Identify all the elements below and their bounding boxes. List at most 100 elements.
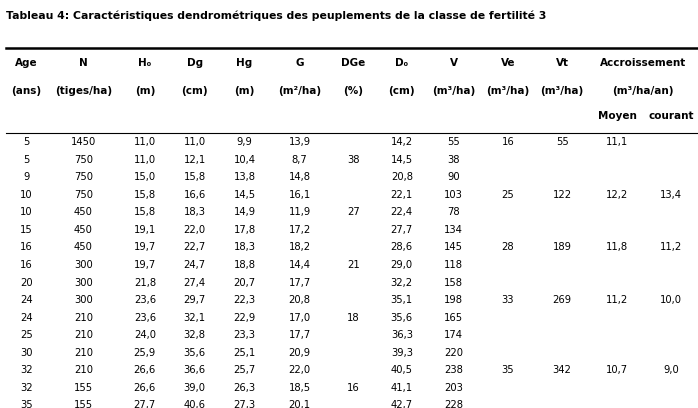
Text: 25: 25: [20, 330, 33, 340]
Text: 269: 269: [553, 295, 572, 305]
Text: 25,9: 25,9: [134, 348, 156, 358]
Text: 20,8: 20,8: [391, 172, 413, 182]
Text: 32: 32: [20, 365, 33, 375]
Text: 27: 27: [347, 207, 359, 217]
Text: 9,0: 9,0: [663, 365, 678, 375]
Text: G: G: [295, 58, 304, 68]
Text: 220: 220: [445, 348, 463, 358]
Text: 165: 165: [444, 313, 463, 323]
Text: 203: 203: [445, 383, 463, 393]
Text: (m³/ha): (m³/ha): [540, 86, 584, 95]
Text: 26,3: 26,3: [233, 383, 255, 393]
Text: 118: 118: [445, 260, 463, 270]
Text: 90: 90: [447, 172, 460, 182]
Text: 55: 55: [447, 137, 460, 147]
Text: 39,3: 39,3: [391, 348, 413, 358]
Text: 9: 9: [23, 172, 29, 182]
Text: 17,7: 17,7: [288, 330, 311, 340]
Text: 28: 28: [502, 242, 514, 253]
Text: 33: 33: [502, 295, 514, 305]
Text: 228: 228: [445, 400, 463, 408]
Text: Vt: Vt: [556, 58, 569, 68]
Text: Tableau 4: Caractéristiques dendrométriques des peuplements de la classe de fert: Tableau 4: Caractéristiques dendrométriq…: [6, 11, 546, 21]
Text: 10,4: 10,4: [234, 155, 255, 165]
Text: N: N: [79, 58, 88, 68]
Text: 17,7: 17,7: [288, 277, 311, 288]
Text: 32,2: 32,2: [391, 277, 413, 288]
Text: 18,3: 18,3: [184, 207, 206, 217]
Text: 22,7: 22,7: [184, 242, 206, 253]
Text: 238: 238: [445, 365, 463, 375]
Text: 210: 210: [74, 365, 93, 375]
Text: 342: 342: [553, 365, 572, 375]
Text: (m³/ha): (m³/ha): [432, 86, 475, 95]
Text: 13,4: 13,4: [660, 190, 682, 200]
Text: 14,8: 14,8: [288, 172, 311, 182]
Text: (%): (%): [343, 86, 363, 95]
Text: 1450: 1450: [70, 137, 96, 147]
Text: 5: 5: [23, 137, 29, 147]
Text: 22,1: 22,1: [391, 190, 413, 200]
Text: 16: 16: [347, 383, 359, 393]
Text: 20,9: 20,9: [288, 348, 311, 358]
Text: 18,8: 18,8: [234, 260, 255, 270]
Text: 16,1: 16,1: [288, 190, 311, 200]
Text: 42,7: 42,7: [391, 400, 413, 408]
Text: 11,2: 11,2: [660, 242, 682, 253]
Text: 19,7: 19,7: [134, 260, 156, 270]
Text: 14,2: 14,2: [391, 137, 413, 147]
Text: 174: 174: [445, 330, 463, 340]
Text: 22,4: 22,4: [391, 207, 413, 217]
Text: 32: 32: [20, 383, 33, 393]
Text: courant: courant: [648, 111, 694, 121]
Text: 189: 189: [553, 242, 572, 253]
Text: 158: 158: [445, 277, 463, 288]
Text: 18,3: 18,3: [234, 242, 255, 253]
Text: 17,8: 17,8: [233, 225, 255, 235]
Text: 8,7: 8,7: [292, 155, 307, 165]
Text: Dɡ: Dɡ: [186, 58, 202, 68]
Text: V: V: [450, 58, 458, 68]
Text: 40,5: 40,5: [391, 365, 413, 375]
Text: 38: 38: [447, 155, 460, 165]
Text: 12,2: 12,2: [606, 190, 628, 200]
Text: (m²/ha): (m²/ha): [278, 86, 321, 95]
Text: 20,8: 20,8: [288, 295, 311, 305]
Text: 35,6: 35,6: [391, 313, 413, 323]
Text: (cm): (cm): [181, 86, 208, 95]
Text: 22,3: 22,3: [233, 295, 255, 305]
Text: 28,6: 28,6: [391, 242, 413, 253]
Text: 16: 16: [20, 242, 33, 253]
Text: 41,1: 41,1: [391, 383, 413, 393]
Text: 10: 10: [20, 207, 33, 217]
Text: H₀: H₀: [138, 58, 151, 68]
Text: 35: 35: [502, 365, 514, 375]
Text: 300: 300: [74, 295, 93, 305]
Text: 19,1: 19,1: [134, 225, 156, 235]
Text: 24: 24: [20, 313, 33, 323]
Text: Age: Age: [15, 58, 38, 68]
Text: 11,2: 11,2: [606, 295, 628, 305]
Text: 36,6: 36,6: [184, 365, 206, 375]
Text: 27,7: 27,7: [134, 400, 156, 408]
Text: 24: 24: [20, 295, 33, 305]
Text: 13,8: 13,8: [234, 172, 255, 182]
Text: 750: 750: [74, 190, 93, 200]
Text: 10,7: 10,7: [606, 365, 628, 375]
Text: 23,3: 23,3: [234, 330, 255, 340]
Text: 11,8: 11,8: [606, 242, 628, 253]
Text: 40,6: 40,6: [184, 400, 206, 408]
Text: 27,4: 27,4: [184, 277, 206, 288]
Text: 23,6: 23,6: [134, 295, 156, 305]
Text: (m): (m): [135, 86, 155, 95]
Text: 27,3: 27,3: [233, 400, 255, 408]
Text: 18,2: 18,2: [288, 242, 311, 253]
Text: 134: 134: [445, 225, 463, 235]
Text: 32,1: 32,1: [184, 313, 206, 323]
Text: 450: 450: [74, 242, 93, 253]
Text: 155: 155: [74, 383, 93, 393]
Text: 17,2: 17,2: [288, 225, 311, 235]
Text: 36,3: 36,3: [391, 330, 413, 340]
Text: 13,9: 13,9: [288, 137, 311, 147]
Text: 32,8: 32,8: [184, 330, 206, 340]
